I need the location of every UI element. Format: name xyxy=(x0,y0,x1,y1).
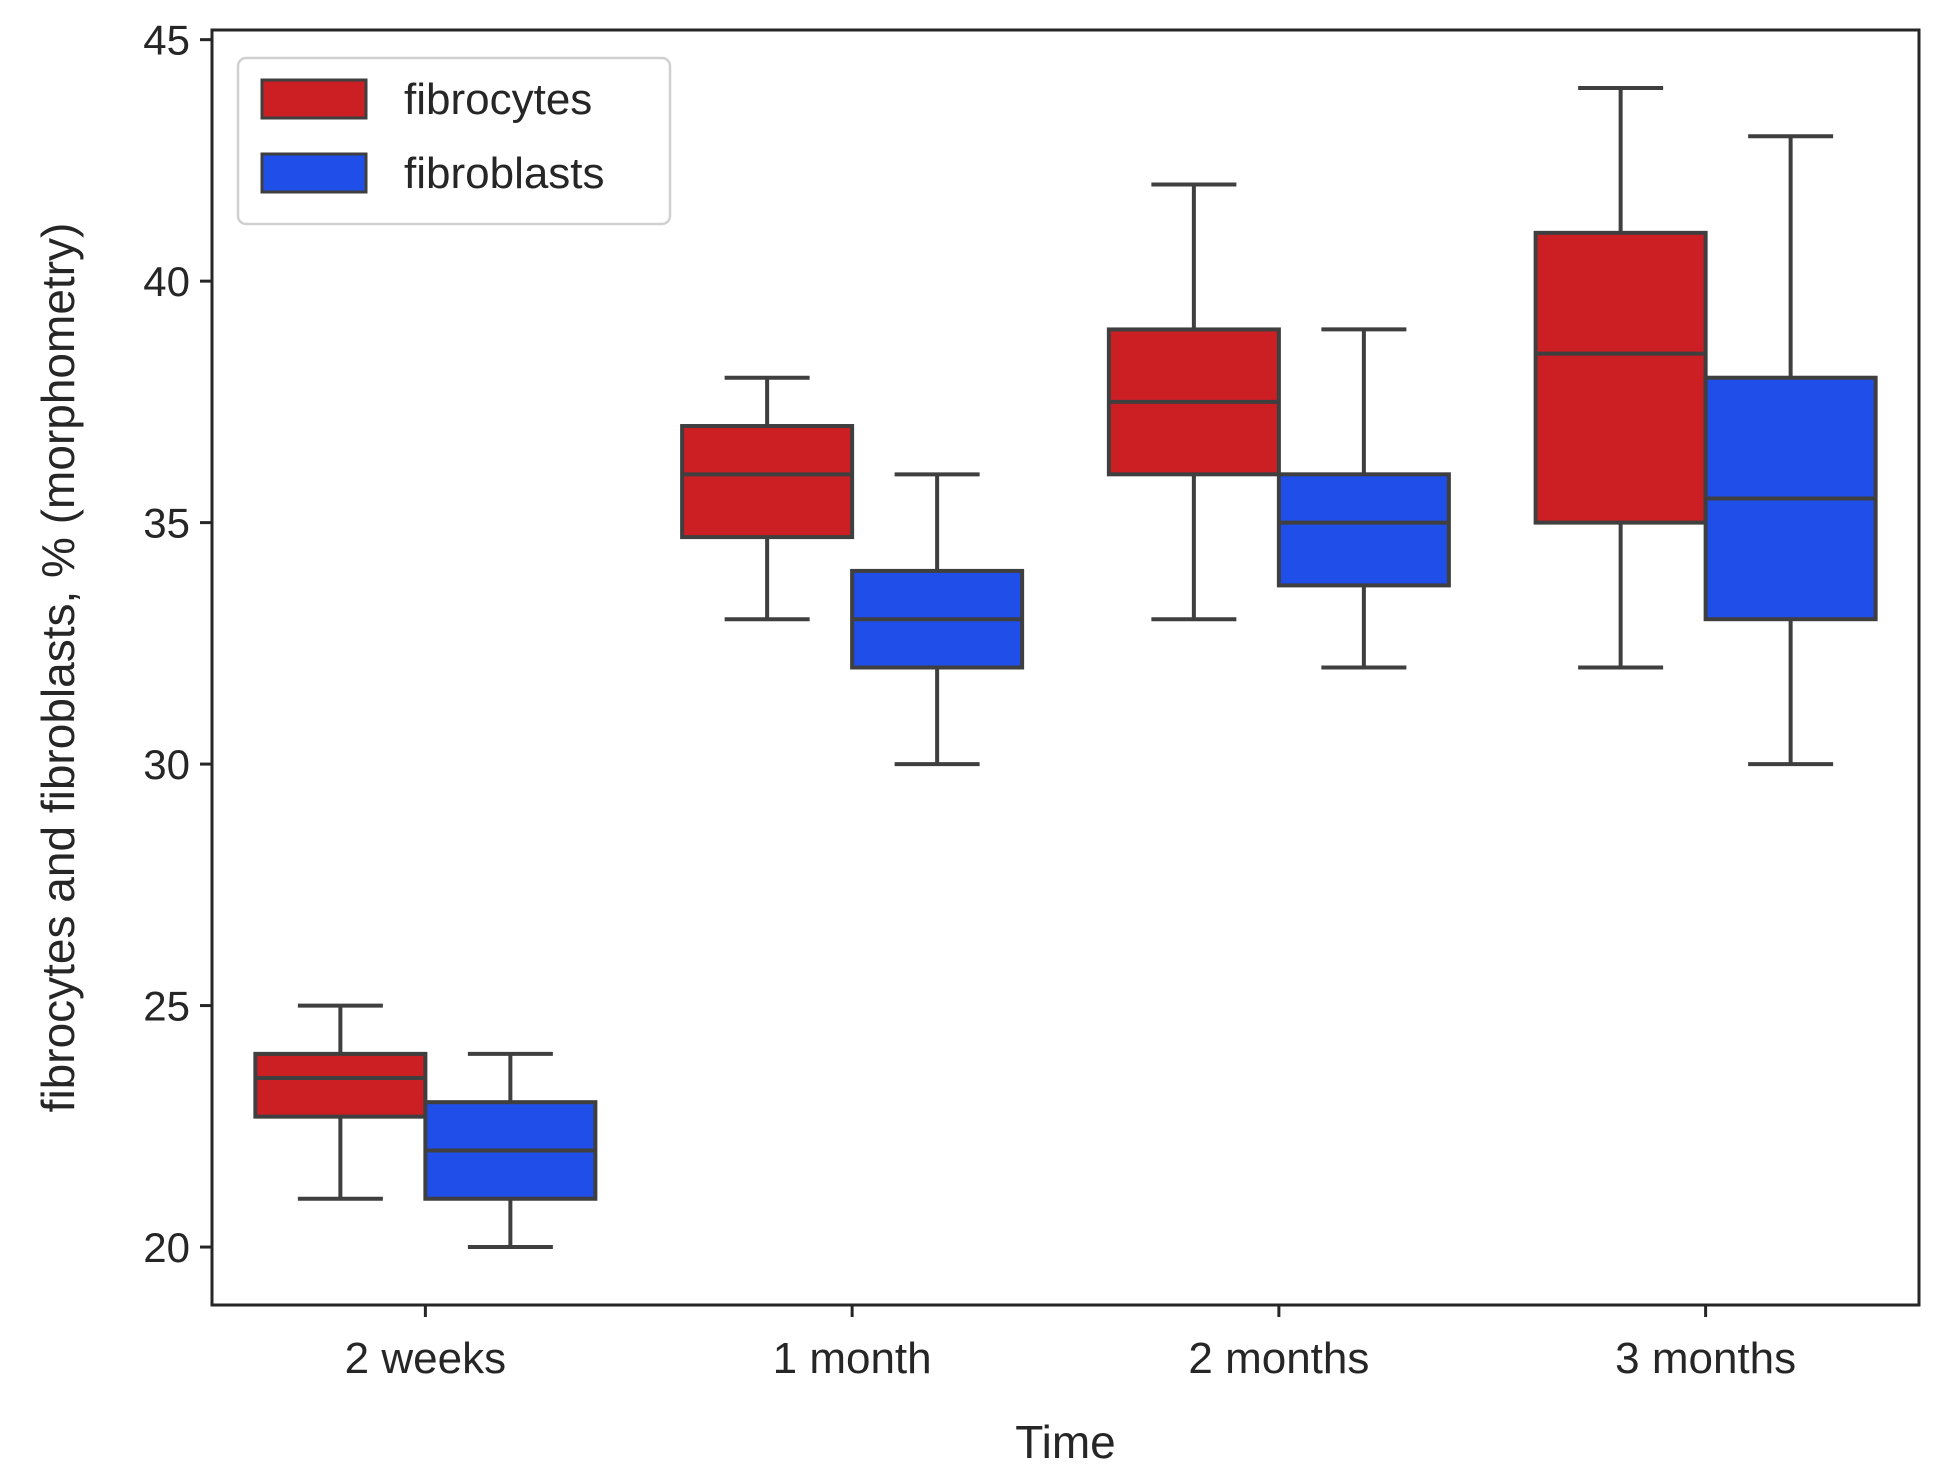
x-tick-label: 3 months xyxy=(1615,1334,1796,1383)
box-iqr xyxy=(680,424,855,540)
y-tick-label: 45 xyxy=(143,17,190,64)
plot-frame xyxy=(210,28,1921,1307)
legend-label-fibrocytes: fibrocytes xyxy=(404,75,592,124)
box-fibroblasts-3 xyxy=(1703,134,1878,767)
x-tick-label: 2 weeks xyxy=(345,1334,506,1383)
y-tick-label: 35 xyxy=(143,500,190,547)
legend: fibrocytes fibroblasts xyxy=(236,56,672,226)
plot-area xyxy=(253,85,1878,1250)
legend-label-fibroblasts: fibroblasts xyxy=(404,149,605,198)
y-axis-label: fibrocytes and fibroblasts, % (morphomet… xyxy=(32,223,84,1113)
box-fibrocytes-3 xyxy=(1533,85,1708,670)
box-fibrocytes-2 xyxy=(1106,182,1281,622)
box-iqr xyxy=(1276,472,1451,588)
y-tick-label: 25 xyxy=(143,983,190,1030)
box-fibroblasts-2 xyxy=(1276,327,1451,670)
x-tick-label: 2 months xyxy=(1188,1334,1369,1383)
axes: 20 25 30 35 40 45 2 weeks 1 month 2 months 3 mont… xyxy=(143,17,1921,1383)
x-axis-label: Time xyxy=(1015,1416,1116,1468)
x-tick-label: 1 month xyxy=(773,1334,932,1383)
legend-swatch-fibrocytes xyxy=(260,78,368,120)
box-fibroblasts-1 xyxy=(850,472,1025,767)
y-tick-label: 30 xyxy=(143,741,190,788)
box-fibrocytes-1 xyxy=(680,375,855,622)
y-tick-label: 20 xyxy=(143,1224,190,1271)
box-iqr xyxy=(1533,230,1708,525)
legend-swatch-fibroblasts xyxy=(260,152,368,194)
box-fibrocytes-0 xyxy=(253,1003,428,1201)
y-tick-label: 40 xyxy=(143,258,190,305)
box-fibroblasts-0 xyxy=(423,1051,598,1250)
box-iqr xyxy=(253,1051,428,1119)
